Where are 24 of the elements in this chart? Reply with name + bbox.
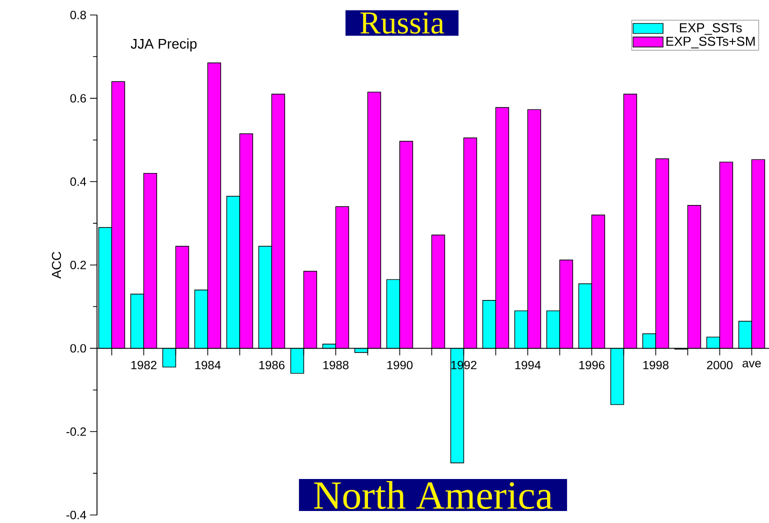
x-tick-label: 1992 bbox=[451, 360, 476, 370]
y-tick-label: 0.6 bbox=[70, 94, 86, 103]
legend-label: EXP_SSTs+SM bbox=[666, 36, 755, 48]
y-tick-label: 0.0 bbox=[70, 344, 86, 353]
x-tick-label: 1988 bbox=[323, 360, 348, 370]
x-tick-label: 1982 bbox=[131, 360, 156, 370]
x-tick-label: 1984 bbox=[195, 360, 221, 370]
x-tick-label: 1994 bbox=[515, 360, 541, 370]
x-tick-label: 1990 bbox=[387, 360, 413, 370]
y-axis-title: ACC bbox=[52, 252, 62, 279]
y-tick-label: 0.4 bbox=[70, 177, 86, 186]
annotation: JJA Precip bbox=[130, 38, 197, 52]
legend-label: EXP_SSTs bbox=[680, 23, 742, 35]
y-tick-label: -0.4 bbox=[66, 510, 86, 520]
x-tick-label: 2000 bbox=[707, 360, 733, 370]
x-tick-label: 1998 bbox=[643, 360, 668, 370]
y-tick-label: 0.2 bbox=[70, 260, 86, 270]
y-tick-label: -0.2 bbox=[66, 427, 86, 436]
annotation: Russia bbox=[360, 12, 444, 34]
y-tick-label: 0.8 bbox=[70, 10, 86, 20]
x-tick-label: ave bbox=[742, 360, 761, 368]
x-tick-label: 1986 bbox=[259, 360, 284, 370]
x-tick-label: 1996 bbox=[579, 360, 604, 370]
annotation: North America bbox=[314, 480, 553, 510]
